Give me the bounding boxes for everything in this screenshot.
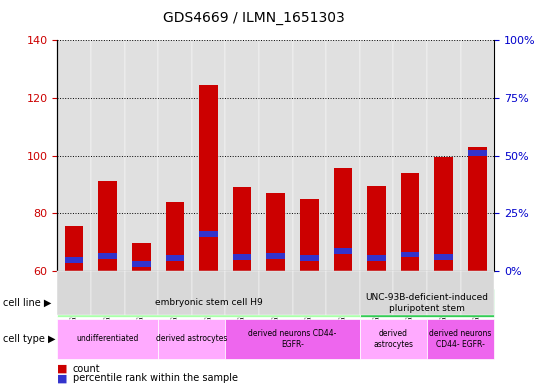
Bar xyxy=(367,255,386,261)
Bar xyxy=(468,147,486,271)
Bar xyxy=(266,253,285,259)
Text: ■: ■ xyxy=(57,364,68,374)
Bar xyxy=(165,202,184,271)
Bar xyxy=(98,253,117,259)
Bar xyxy=(57,40,91,271)
Text: derived astrocytes: derived astrocytes xyxy=(156,334,228,343)
Bar xyxy=(401,252,419,258)
Bar xyxy=(233,187,251,271)
Bar xyxy=(401,173,419,271)
Bar xyxy=(435,254,453,260)
Text: cell line ▶: cell line ▶ xyxy=(3,298,51,308)
Text: GDS4669 / ILMN_1651303: GDS4669 / ILMN_1651303 xyxy=(163,11,345,25)
Text: derived neurons
CD44- EGFR-: derived neurons CD44- EGFR- xyxy=(429,329,492,349)
Bar xyxy=(233,254,251,260)
Bar xyxy=(266,193,285,271)
Bar xyxy=(132,243,151,271)
Bar xyxy=(192,40,225,271)
Bar xyxy=(460,40,494,271)
Bar xyxy=(165,255,184,261)
Bar xyxy=(393,40,427,271)
Bar xyxy=(334,169,352,271)
Bar xyxy=(468,150,486,156)
Bar xyxy=(300,255,318,261)
Text: ■: ■ xyxy=(57,373,68,383)
Bar xyxy=(65,257,84,263)
Text: cell type ▶: cell type ▶ xyxy=(3,334,55,344)
Bar xyxy=(91,40,124,271)
Text: count: count xyxy=(73,364,100,374)
Text: percentile rank within the sample: percentile rank within the sample xyxy=(73,373,238,383)
Bar xyxy=(132,261,151,266)
Bar xyxy=(199,231,218,237)
Bar xyxy=(300,199,318,271)
Bar xyxy=(124,40,158,271)
Bar xyxy=(259,40,293,271)
Bar xyxy=(225,40,259,271)
Bar xyxy=(367,186,386,271)
Bar xyxy=(293,40,326,271)
Bar xyxy=(199,85,218,271)
Text: UNC-93B-deficient-induced
pluripotent stem: UNC-93B-deficient-induced pluripotent st… xyxy=(365,293,489,313)
Bar xyxy=(360,40,393,271)
Bar xyxy=(65,226,84,271)
Text: undifferentiated: undifferentiated xyxy=(76,334,139,343)
Bar xyxy=(334,248,352,254)
Text: derived neurons CD44-
EGFR-: derived neurons CD44- EGFR- xyxy=(248,329,337,349)
Bar xyxy=(427,40,460,271)
Bar xyxy=(326,40,360,271)
Bar xyxy=(435,157,453,271)
Text: derived
astrocytes: derived astrocytes xyxy=(373,329,413,349)
Bar xyxy=(98,182,117,271)
Bar xyxy=(158,40,192,271)
Text: embryonic stem cell H9: embryonic stem cell H9 xyxy=(155,298,263,308)
